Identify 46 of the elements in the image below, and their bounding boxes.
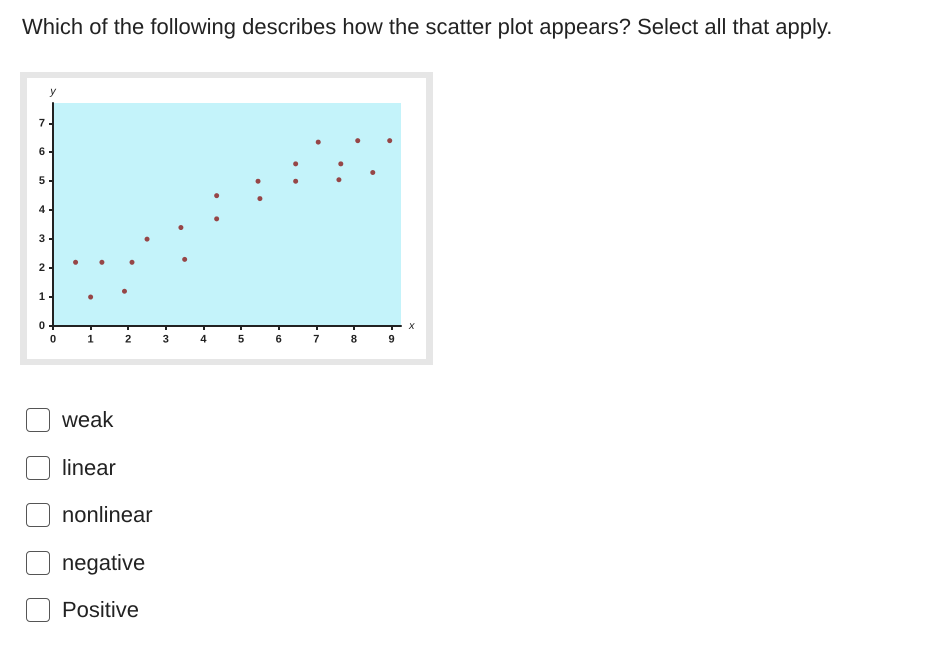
text: negative (62, 548, 146, 576)
point (370, 170, 376, 176)
x-tick-label: 8 (350, 334, 358, 346)
point (122, 288, 127, 294)
y-axis-title: y (49, 86, 58, 98)
y-tick-label: 1 (38, 291, 45, 304)
x-tick-label: 0 (50, 334, 56, 346)
point (293, 178, 298, 184)
text: weak (62, 406, 114, 434)
y-tick-label: 4 (38, 204, 46, 216)
y-tick-label: 3 (38, 233, 45, 246)
y-tick-label: 7 (38, 117, 45, 130)
point (178, 225, 184, 230)
y-tick-label: 0 (38, 320, 45, 332)
y-tick-label: 2 (38, 262, 45, 274)
point (338, 161, 344, 166)
point (73, 260, 78, 265)
point (355, 138, 360, 144)
text: Positive (62, 596, 140, 624)
x-tick-label: 9 (388, 334, 395, 346)
point (256, 178, 261, 184)
point (293, 161, 298, 166)
point (88, 294, 94, 300)
point (182, 256, 188, 262)
point (387, 138, 392, 144)
point (214, 193, 220, 198)
x-tick-label: 4 (200, 334, 208, 346)
point (144, 236, 150, 242)
x-tick-label: 3 (162, 334, 169, 346)
chart-title: Which of the following describes how the scatter plot appears? Select all that apply. (22, 14, 832, 40)
x-tick-label: 1 (88, 334, 94, 346)
point (336, 177, 342, 182)
y-tick-label: 5 (38, 175, 45, 188)
x-tick-label: 2 (125, 334, 132, 346)
y-tick-label: 6 (38, 146, 45, 158)
x-tick-label: 5 (238, 334, 244, 346)
x-tick-label: 7 (313, 334, 320, 346)
point (214, 216, 220, 222)
point (257, 196, 262, 202)
x-tick-label: 6 (276, 334, 282, 346)
point (99, 260, 104, 265)
text: linear (62, 454, 116, 482)
point (130, 260, 135, 265)
point (316, 140, 321, 145)
x-axis-title: x (408, 320, 415, 332)
text: nonlinear (62, 501, 153, 529)
